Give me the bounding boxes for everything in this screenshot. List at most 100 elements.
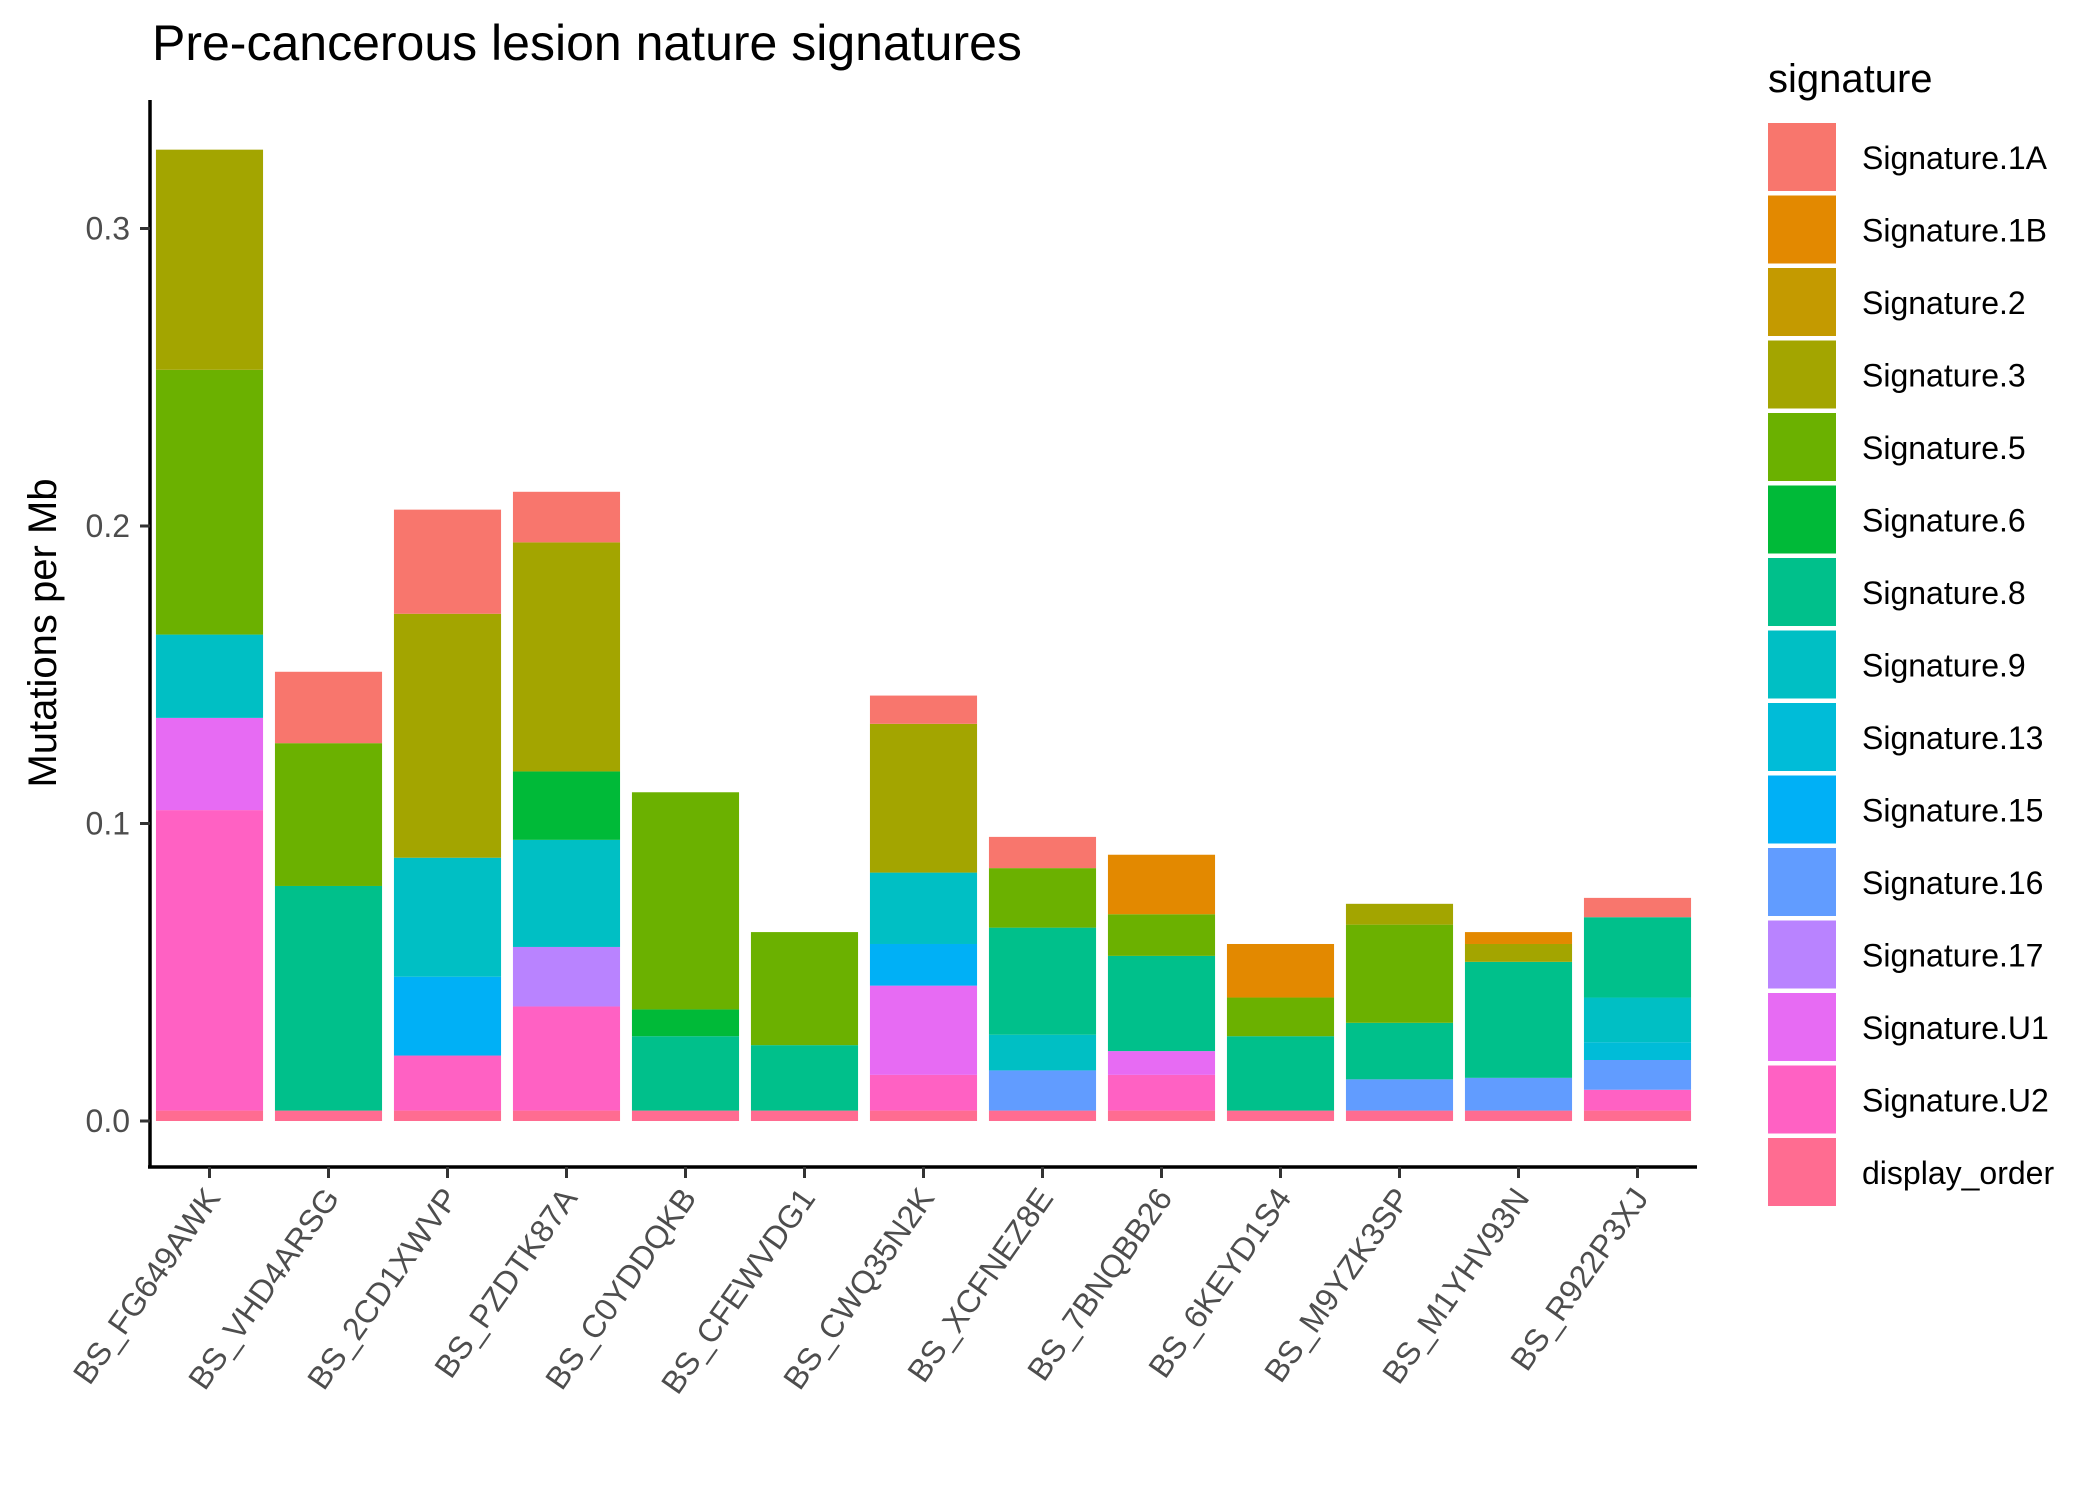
bar-segment-signature-u2-bs-pzdtk87a bbox=[512, 1006, 621, 1111]
y-tick-label: 0.1 bbox=[86, 806, 130, 842]
bar-segment-signature-5-bs-fg649awk bbox=[155, 369, 264, 635]
bars-layer bbox=[155, 149, 1692, 1121]
bar-segment-signature-1a-bs-r922p3xj bbox=[1583, 897, 1692, 918]
bar-segment-display-order-bs-xcfnez8e bbox=[988, 1110, 1097, 1121]
y-axis-title: Mutations per Mb bbox=[21, 478, 65, 787]
bar-segment-display-order-bs-m1yhv93n bbox=[1464, 1110, 1573, 1121]
legend-label: Signature.9 bbox=[1862, 648, 2026, 684]
bar-segment-signature-3-bs-fg649awk bbox=[155, 149, 264, 370]
legend-swatch-signature-2 bbox=[1768, 268, 1836, 336]
legend-label: Signature.3 bbox=[1862, 358, 2026, 394]
bar-segment-signature-5-bs-7bnqbb26 bbox=[1107, 914, 1216, 956]
y-tick-label: 0.3 bbox=[86, 211, 130, 247]
y-ticks-layer: 0.0 0.1 0.2 0.3 bbox=[86, 211, 150, 1139]
bar-segment-signature-16-bs-m9yzk3sp bbox=[1345, 1079, 1454, 1111]
bar-segment-signature-15-bs-cwq35n2k bbox=[869, 943, 978, 986]
legend-label: Signature.6 bbox=[1862, 503, 2026, 539]
bar-segment-signature-13-bs-r922p3xj bbox=[1583, 1042, 1692, 1061]
bar-segment-signature-1a-bs-pzdtk87a bbox=[512, 491, 621, 543]
legend-label: Signature.17 bbox=[1862, 938, 2043, 974]
bar-segment-display-order-bs-m9yzk3sp bbox=[1345, 1110, 1454, 1121]
bar-segment-signature-u2-bs-7bnqbb26 bbox=[1107, 1074, 1216, 1111]
bar-segment-signature-5-bs-6keyd1s4 bbox=[1226, 997, 1335, 1037]
chart-title: Pre-cancerous lesion nature signatures bbox=[152, 15, 1022, 71]
bar-segment-signature-9-bs-pzdtk87a bbox=[512, 839, 621, 947]
bar-segment-display-order-bs-cfewvdg1 bbox=[750, 1110, 859, 1121]
bar-segment-signature-16-bs-xcfnez8e bbox=[988, 1070, 1097, 1111]
y-tick-label: 0.2 bbox=[86, 508, 130, 544]
legend-label: Signature.1A bbox=[1862, 140, 2048, 176]
legend-label: Signature.1B bbox=[1862, 213, 2047, 249]
legend-swatch-signature-u2 bbox=[1768, 1065, 1836, 1134]
bar-segment-display-order-bs-2cd1xwvp bbox=[393, 1110, 502, 1121]
bar-segment-display-order-bs-6keyd1s4 bbox=[1226, 1110, 1335, 1121]
bar-segment-signature-8-bs-c0yddqkb bbox=[631, 1036, 740, 1111]
legend-label: Signature.13 bbox=[1862, 720, 2043, 756]
legend-swatch-signature-1b bbox=[1768, 195, 1836, 264]
bar-segment-display-order-bs-cwq35n2k bbox=[869, 1110, 978, 1121]
bar-segment-signature-5-bs-cfewvdg1 bbox=[750, 932, 859, 1046]
bar-segment-signature-1b-bs-7bnqbb26 bbox=[1107, 854, 1216, 915]
bar-segment-display-order-bs-c0yddqkb bbox=[631, 1110, 740, 1121]
bar-segment-signature-1a-bs-xcfnez8e bbox=[988, 836, 1097, 869]
bar-segment-display-order-bs-7bnqbb26 bbox=[1107, 1110, 1216, 1121]
bar-segment-signature-17-bs-pzdtk87a bbox=[512, 946, 621, 1007]
bar-segment-signature-u2-bs-fg649awk bbox=[155, 810, 264, 1111]
bar-segment-signature-16-bs-r922p3xj bbox=[1583, 1060, 1692, 1090]
bar-segment-signature-8-bs-cfewvdg1 bbox=[750, 1045, 859, 1111]
bar-segment-signature-1b-bs-6keyd1s4 bbox=[1226, 943, 1335, 998]
bar-segment-signature-8-bs-r922p3xj bbox=[1583, 917, 1692, 998]
bar-segment-display-order-bs-pzdtk87a bbox=[512, 1110, 621, 1121]
bar-segment-signature-1a-bs-2cd1xwvp bbox=[393, 509, 502, 614]
bar-segment-signature-3-bs-2cd1xwvp bbox=[393, 613, 502, 858]
legend-swatch-signature-9 bbox=[1768, 630, 1836, 699]
bar-segment-signature-9-bs-r922p3xj bbox=[1583, 997, 1692, 1043]
bar-segment-signature-1b-bs-m1yhv93n bbox=[1464, 932, 1573, 944]
bar-segment-display-order-bs-vhd4arsg bbox=[274, 1110, 383, 1121]
bar-segment-display-order-bs-r922p3xj bbox=[1583, 1110, 1692, 1121]
legend-swatch-signature-16 bbox=[1768, 848, 1836, 916]
legend-label: Signature.15 bbox=[1862, 793, 2043, 829]
bar-segment-signature-u2-bs-cwq35n2k bbox=[869, 1074, 978, 1111]
bar-segment-signature-8-bs-vhd4arsg bbox=[274, 885, 383, 1111]
legend-swatch-signature-5 bbox=[1768, 413, 1836, 481]
bar-segment-signature-3-bs-m1yhv93n bbox=[1464, 943, 1573, 962]
bar-segment-signature-9-bs-xcfnez8e bbox=[988, 1034, 1097, 1071]
y-tick-label: 0.0 bbox=[86, 1103, 130, 1139]
bar-segment-signature-5-bs-c0yddqkb bbox=[631, 792, 740, 1010]
legend-label: Signature.2 bbox=[1862, 285, 2026, 321]
bar-segment-signature-u2-bs-r922p3xj bbox=[1583, 1089, 1692, 1111]
bar-segment-signature-9-bs-cwq35n2k bbox=[869, 872, 978, 944]
bar-segment-signature-6-bs-c0yddqkb bbox=[631, 1009, 740, 1037]
bar-segment-signature-u1-bs-7bnqbb26 bbox=[1107, 1051, 1216, 1075]
legend-label: display_order bbox=[1862, 1155, 2054, 1191]
bar-segment-signature-u1-bs-cwq35n2k bbox=[869, 985, 978, 1075]
bar-segment-signature-8-bs-m1yhv93n bbox=[1464, 961, 1573, 1078]
legend-swatch-display-order bbox=[1768, 1138, 1836, 1206]
legend-swatch-signature-17 bbox=[1768, 920, 1836, 989]
x-ticks-layer: BS_FG649AWKBS_VHD4ARSGBS_2CD1XWVPBS_PZDT… bbox=[66, 1167, 1655, 1400]
bar-segment-signature-3-bs-pzdtk87a bbox=[512, 542, 621, 772]
bar-segment-signature-5-bs-xcfnez8e bbox=[988, 868, 1097, 928]
bar-segment-signature-8-bs-m9yzk3sp bbox=[1345, 1022, 1454, 1080]
bar-segment-signature-1a-bs-vhd4arsg bbox=[274, 671, 383, 744]
bar-segment-signature-6-bs-pzdtk87a bbox=[512, 771, 621, 840]
bar-segment-signature-5-bs-m9yzk3sp bbox=[1345, 924, 1454, 1023]
legend-label: Signature.8 bbox=[1862, 575, 2026, 611]
legend-swatch-signature-1a bbox=[1768, 123, 1836, 191]
legend-label: Signature.16 bbox=[1862, 865, 2043, 901]
bar-segment-signature-5-bs-vhd4arsg bbox=[274, 743, 383, 886]
legend-label: Signature.5 bbox=[1862, 430, 2026, 466]
legend-title: signature bbox=[1768, 57, 1933, 101]
bar-segment-signature-u2-bs-2cd1xwvp bbox=[393, 1055, 502, 1111]
bar-segment-signature-1a-bs-cwq35n2k bbox=[869, 695, 978, 724]
legend: signature Signature.1ASignature.1BSignat… bbox=[1768, 57, 2054, 1206]
bar-segment-signature-8-bs-xcfnez8e bbox=[988, 927, 1097, 1035]
legend-swatch-signature-15 bbox=[1768, 775, 1836, 844]
legend-swatch-signature-3 bbox=[1768, 340, 1836, 409]
bar-segment-signature-3-bs-cwq35n2k bbox=[869, 723, 978, 873]
legend-swatch-signature-13 bbox=[1768, 703, 1836, 771]
legend-items: Signature.1A Signature.1B Signature.2 Signa… bbox=[1768, 123, 2054, 1206]
bar-segment-signature-8-bs-6keyd1s4 bbox=[1226, 1036, 1335, 1111]
